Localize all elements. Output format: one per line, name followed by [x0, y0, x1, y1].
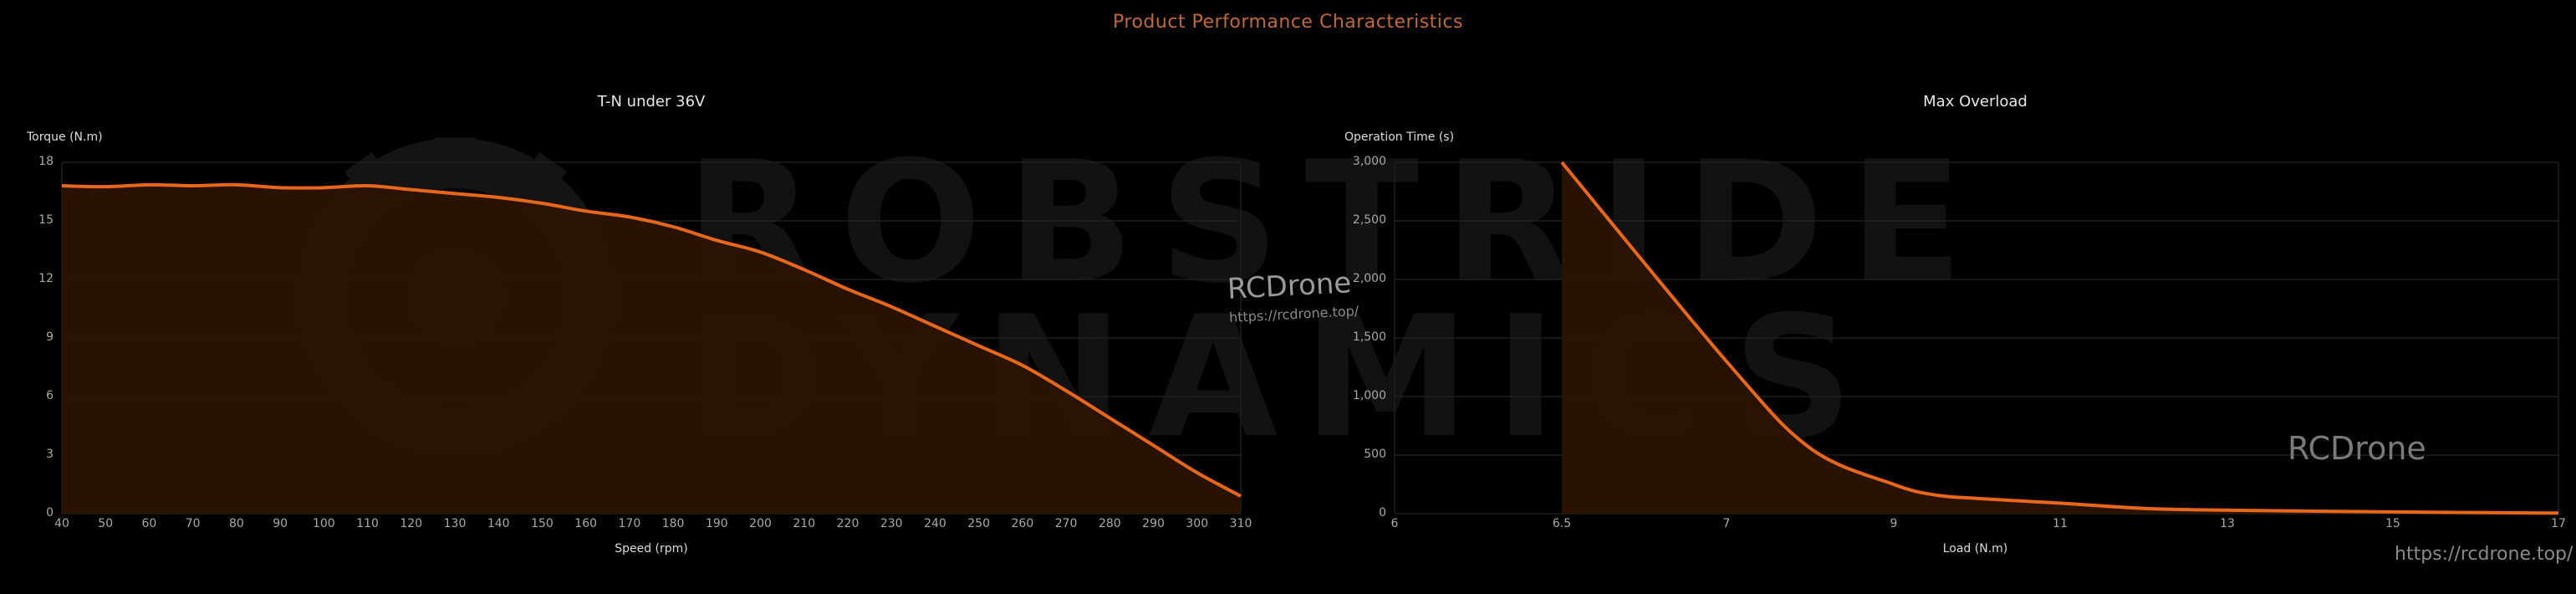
rcdrone-watermark-url-2: https://rcdrone.top/ [2395, 544, 2573, 565]
rcdrone-watermark-text: RCDrone [1227, 266, 1352, 306]
rcdrone-watermark-text-2: RCDrone [2288, 430, 2426, 467]
